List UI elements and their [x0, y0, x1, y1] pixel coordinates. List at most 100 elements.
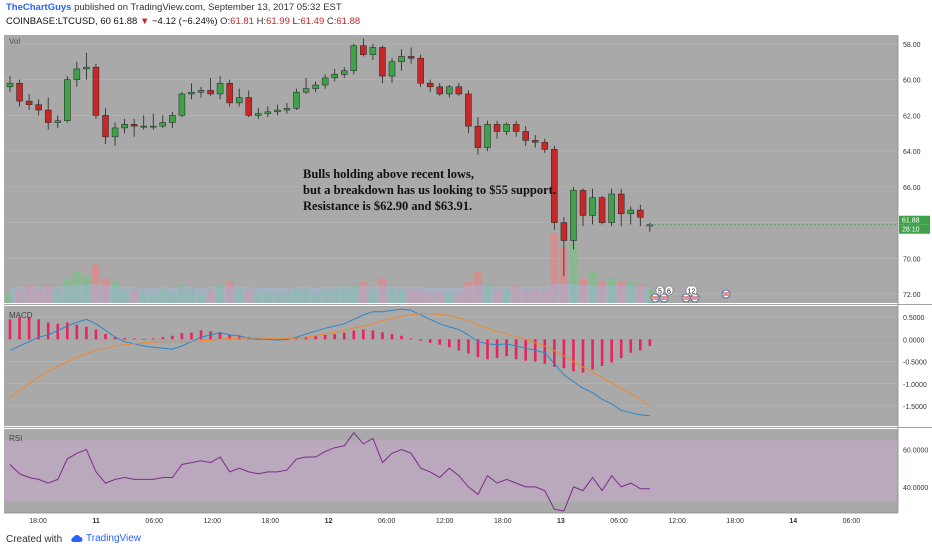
- macd-histogram-bar: [8, 319, 12, 340]
- event-count-badge[interactable]: 5: [655, 285, 665, 296]
- volume-bar: [311, 292, 320, 303]
- volume-bar: [569, 243, 578, 303]
- candle-body: [321, 77, 329, 86]
- volume-bar: [416, 289, 425, 303]
- volume-bar: [359, 282, 368, 303]
- candle-body: [532, 140, 539, 143]
- macd-tick-label: -1.0000: [903, 382, 927, 389]
- volume-bar: [521, 289, 530, 303]
- high-value: 61.99: [266, 16, 290, 27]
- candle-body: [150, 125, 157, 128]
- time-tick-label: 12: [325, 518, 333, 525]
- price-tick-label: 72.00: [903, 292, 921, 299]
- macd-tick-label: 0.0000: [903, 337, 925, 344]
- macd-histogram-bar: [629, 339, 633, 353]
- tradingview-brand: TradingView: [86, 533, 142, 544]
- event-count-badge[interactable]: 6: [664, 285, 674, 296]
- economic-events[interactable]: 5 6 12: [650, 285, 731, 303]
- volume-bar: [388, 289, 396, 303]
- volume-bar: [483, 285, 492, 303]
- volume-bar: [168, 292, 177, 303]
- volume-bar: [407, 289, 416, 303]
- volume-bar: [302, 289, 311, 303]
- time-tick-label: 12:00: [204, 518, 222, 525]
- volume-bar: [244, 289, 253, 303]
- candle-body: [398, 56, 405, 63]
- symbol-title[interactable]: COINBASE:LTCUSD, 60: [6, 16, 111, 27]
- candle-body: [484, 124, 491, 148]
- volume-bar: [378, 278, 387, 303]
- volume-bar: [177, 285, 186, 303]
- volume-bar: [531, 289, 540, 303]
- us-flag-icon[interactable]: [721, 289, 731, 299]
- macd-histogram-bar: [132, 338, 136, 340]
- macd-histogram-bar: [18, 317, 21, 340]
- volume-bar: [44, 285, 53, 303]
- volume-bar: [426, 292, 435, 303]
- macd-histogram-bar: [524, 339, 527, 361]
- time-scale-bg[interactable]: [0, 513, 932, 530]
- candle-body: [169, 115, 176, 123]
- published-text: published on TradingView.com, September …: [71, 2, 342, 13]
- axes: 72.0070.0068.0066.0064.0062.0060.0058.00…: [0, 32, 932, 530]
- volume-bar: [25, 285, 34, 303]
- rsi-band: [4, 440, 898, 502]
- down-arrow-icon: ▼: [139, 16, 150, 27]
- volume-bar: [397, 289, 406, 303]
- us-flag-icon[interactable]: [650, 293, 660, 303]
- candle-body: [417, 57, 424, 84]
- us-flag-icon[interactable]: [659, 293, 669, 303]
- candle-body: [216, 82, 224, 95]
- volume-bar: [187, 289, 196, 303]
- trading-chart[interactable]: 72.0070.0068.0066.0064.0062.0060.0058.00…: [0, 32, 932, 530]
- macd-pane-bg[interactable]: [4, 306, 898, 426]
- tradingview-link[interactable]: TradingView: [70, 533, 141, 544]
- macd-pane-label: MACD: [9, 311, 33, 320]
- rsi-plot: [9, 431, 650, 512]
- macd-histogram-bar: [333, 334, 336, 340]
- candle-body: [369, 47, 377, 55]
- candle-body: [245, 97, 252, 116]
- macd-histogram-bar: [314, 335, 317, 340]
- svg-text:5: 5: [658, 289, 662, 296]
- svg-text:6: 6: [667, 289, 671, 296]
- macd-histogram-bar: [295, 338, 298, 340]
- price-tick-label: 70.00: [903, 256, 921, 263]
- macd-histogram-bar: [113, 336, 117, 340]
- rsi-line: [9, 431, 650, 512]
- macd-histogram-bar: [648, 339, 652, 346]
- time-tick-label: 12:00: [436, 518, 454, 525]
- volume-bar: [607, 278, 616, 303]
- us-flag-icon[interactable]: [681, 293, 691, 303]
- macd-histogram-bar: [476, 339, 480, 358]
- open-value: 61.81: [230, 16, 254, 27]
- candle-body: [522, 131, 529, 141]
- price-scale-bg[interactable]: [898, 32, 932, 513]
- candle-body: [331, 74, 338, 79]
- candle-body: [44, 109, 52, 123]
- macd-histogram-bar: [94, 329, 98, 340]
- text-annotation[interactable]: Bulls holding above recent lows, but a b…: [303, 167, 556, 213]
- volume-bar: [53, 289, 62, 303]
- price-tick-label: 62.00: [903, 113, 921, 120]
- volume-bar: [645, 289, 654, 303]
- candle-body: [83, 66, 90, 70]
- author-link[interactable]: TheChartGuys: [6, 2, 72, 13]
- candle-body: [589, 197, 596, 216]
- candle-body: [493, 124, 501, 132]
- created-with-label: Created with: [6, 534, 63, 545]
- price-tick-label: 64.00: [903, 149, 921, 156]
- macd-histogram-bar: [419, 339, 422, 341]
- rsi-pane-label: RSI: [9, 434, 22, 443]
- event-count-badge[interactable]: 12: [685, 285, 698, 296]
- time-tick-label: 14: [789, 518, 797, 525]
- candle-body: [102, 115, 109, 138]
- candle-body: [570, 190, 577, 241]
- macd-histogram-bar: [448, 339, 451, 348]
- volume-bar: [292, 289, 301, 303]
- candle-body: [617, 193, 625, 214]
- macd-histogram-bar: [572, 339, 575, 372]
- volume-bar: [206, 289, 215, 303]
- signal-line: [9, 313, 651, 407]
- volume-bar: [254, 292, 263, 303]
